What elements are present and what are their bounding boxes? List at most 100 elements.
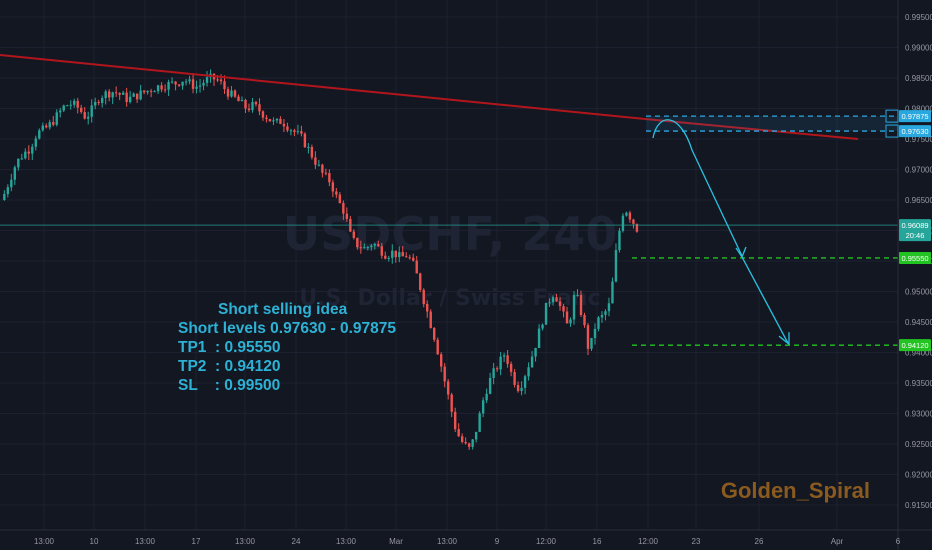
candle-body <box>13 167 17 180</box>
candle-body <box>10 179 13 188</box>
candle-body <box>373 244 376 246</box>
candle-body <box>590 337 593 349</box>
x-tick-label: 12:00 <box>536 537 557 546</box>
candle-body <box>562 306 565 312</box>
candle-body <box>41 125 44 131</box>
x-tick-label: 13:00 <box>34 537 55 546</box>
candle-body <box>335 191 338 195</box>
idea-title: Short selling idea <box>218 301 348 318</box>
y-tick-label: 0.95000 <box>905 288 932 297</box>
x-tick-label: 13:00 <box>437 537 458 546</box>
x-tick-label: 10 <box>90 537 99 546</box>
candle-body <box>174 81 177 85</box>
candle-body <box>55 112 58 125</box>
candle-body <box>467 443 471 447</box>
candle-body <box>184 81 188 83</box>
candle-body <box>191 79 195 89</box>
candle-body <box>621 215 625 231</box>
symbol-watermark: USDCHF, 240 <box>283 207 617 261</box>
candle-body <box>87 116 90 119</box>
candle-body <box>537 328 541 348</box>
candle-body <box>90 105 93 117</box>
candle-body <box>635 223 639 232</box>
candle-body <box>52 122 55 125</box>
candle-body <box>170 81 174 83</box>
candle-body <box>6 187 10 194</box>
candle-body <box>107 91 111 98</box>
candle-body <box>279 118 282 124</box>
candle-body <box>265 117 268 120</box>
candle-body <box>572 295 576 320</box>
candle-body <box>436 339 439 355</box>
candle-body <box>429 311 432 329</box>
candle-body <box>415 260 418 274</box>
candle-body <box>156 85 160 92</box>
candle-body <box>76 100 79 108</box>
candle-body <box>614 250 618 282</box>
candle-body <box>426 303 429 312</box>
price-label-text: 0.96089 <box>901 221 928 230</box>
candle-body <box>384 255 387 259</box>
symbol-watermark-subtitle: U.S. Dollar / Swiss Franc <box>299 286 600 311</box>
candle-body <box>513 371 516 385</box>
candle-body <box>356 237 359 248</box>
candles <box>3 69 639 450</box>
candle-body <box>597 317 600 329</box>
candle-body <box>38 130 41 139</box>
candle-body <box>324 172 328 174</box>
candle-body <box>338 194 342 203</box>
candle-body <box>534 347 537 357</box>
candle-body <box>366 247 370 249</box>
candle-body <box>17 158 20 168</box>
candle-body <box>69 104 72 106</box>
candle-body <box>139 90 142 100</box>
candle-body <box>380 246 383 256</box>
projection-arrow-2 <box>741 256 789 344</box>
candle-body <box>94 102 97 106</box>
candle-body <box>114 92 118 94</box>
candle-body <box>527 367 530 377</box>
candle-body <box>328 173 331 183</box>
overlays <box>0 54 898 346</box>
price-axis: 0.99500 0.99000 0.98500 0.98000 0.97500 0.970… <box>897 0 932 550</box>
candle-body <box>198 85 202 87</box>
candle-body <box>450 394 453 412</box>
candle-body <box>478 413 481 432</box>
candle-body <box>419 273 422 290</box>
candle-body <box>453 411 457 430</box>
candle-body <box>593 328 597 338</box>
x-tick-label: 26 <box>755 537 764 546</box>
candle-body <box>600 314 604 318</box>
candle-body <box>460 436 464 443</box>
candle-body <box>433 328 436 340</box>
time-axis: 13:00 10 13:00 17 13:00 24 13:00 Mar 13:00 9 12:00… <box>0 529 932 546</box>
candle-body <box>230 90 233 97</box>
candle-body <box>240 99 244 102</box>
candle-body <box>188 79 191 82</box>
candle-body <box>607 303 611 312</box>
candle-body <box>244 99 247 109</box>
candle-body <box>73 100 76 105</box>
candle-body <box>125 92 128 103</box>
price-label-box <box>899 339 931 352</box>
grid <box>0 0 899 530</box>
candle-body <box>111 92 114 98</box>
candle-body <box>254 101 258 105</box>
candle-body <box>558 301 562 307</box>
candle-body <box>48 122 51 128</box>
candle-body <box>352 231 356 238</box>
candle-body <box>282 123 286 127</box>
candle-body <box>286 126 289 131</box>
price-label-box <box>899 251 931 264</box>
candle-body <box>20 158 24 160</box>
candle-body <box>80 107 83 113</box>
candle-body <box>345 213 349 219</box>
candle-body <box>331 182 335 192</box>
candle-body <box>296 131 300 133</box>
candle-body <box>586 325 590 349</box>
candle-body <box>181 81 184 86</box>
price-label-text: 0.97875 <box>901 112 928 121</box>
